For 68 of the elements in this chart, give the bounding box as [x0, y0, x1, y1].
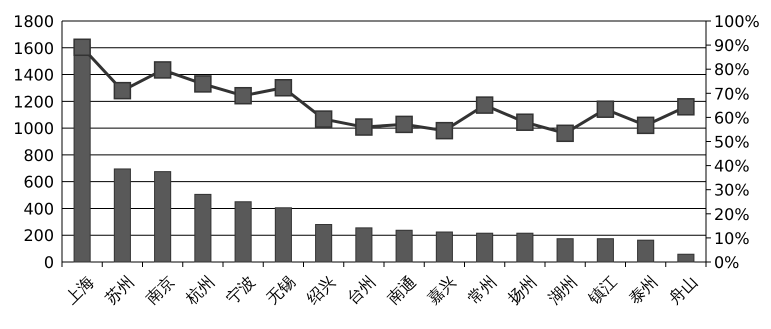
point [154, 61, 172, 79]
bar [637, 240, 654, 262]
bar [396, 230, 413, 262]
point [677, 98, 695, 116]
y2-tick-label: 0% [714, 253, 740, 272]
bar [476, 232, 494, 262]
x-tick-label: 上海 [61, 272, 98, 308]
x-tick-label: 绍兴 [302, 272, 339, 308]
bar [194, 194, 212, 262]
y2-tick-label: 50% [714, 132, 750, 152]
y-tick-label: 1600 [13, 38, 54, 58]
y-tick-label: 800 [23, 146, 54, 165]
bar [274, 207, 292, 262]
x-tick-label: 扬州 [504, 272, 540, 308]
x-tick-label: 湖州 [544, 272, 580, 308]
point [73, 38, 91, 56]
x-tick-label: 泰州 [624, 272, 661, 308]
bar [355, 227, 372, 262]
y2-tick-label: 80% [714, 60, 750, 80]
point [636, 116, 654, 134]
y2-tick-label: 20% [714, 204, 750, 224]
bar [154, 171, 172, 262]
y-tick-label: 1800 [13, 12, 54, 31]
bar [234, 201, 252, 262]
x-tick-label: 宁波 [222, 272, 258, 308]
y-tick-label: 400 [23, 199, 54, 218]
y2-tick-label: 90% [714, 36, 750, 56]
bar [436, 232, 453, 262]
x-tick-label: 常州 [464, 272, 500, 308]
point [476, 96, 494, 114]
point [194, 75, 212, 93]
y-tick-label: 1000 [13, 119, 54, 138]
y-tick-label: 1200 [13, 92, 54, 112]
x-tick-label: 苏州 [102, 272, 138, 308]
bar [114, 168, 131, 262]
x-tick-label: 舟山 [665, 272, 702, 308]
point [436, 122, 454, 140]
y2-tick-label: 40% [714, 156, 750, 176]
bar [516, 232, 534, 262]
x-tick-label: 台州 [343, 272, 380, 308]
x-tick-label: 镇江 [584, 272, 621, 309]
point [516, 113, 534, 131]
y2-tick-label: 100% [714, 12, 760, 31]
point [596, 100, 614, 118]
y2-tick-label: 70% [714, 84, 750, 104]
bar [556, 238, 574, 262]
y2-tick-label: 10% [714, 228, 750, 248]
x-tick-label: 无锡 [262, 272, 299, 308]
x-tick-label: 嘉兴 [424, 272, 460, 308]
point [234, 86, 252, 104]
y2-tick-label: 60% [714, 108, 750, 128]
y-tick-label: 600 [23, 172, 54, 192]
point [395, 116, 413, 134]
y-tick-label: 0 [44, 253, 54, 272]
y-tick-label: 200 [23, 226, 54, 246]
x-tick-label: 南京 [142, 272, 178, 308]
bar [596, 238, 614, 262]
point [355, 118, 373, 136]
y2-tick-label: 30% [714, 180, 750, 200]
bar [677, 254, 694, 262]
point [274, 79, 292, 97]
x-tick-label: 南通 [383, 272, 420, 308]
point [114, 82, 132, 100]
point [314, 110, 332, 128]
point [556, 124, 574, 142]
x-tick-label: 杭州 [181, 272, 218, 309]
y-tick-label: 1400 [13, 66, 54, 85]
bar [315, 224, 332, 262]
